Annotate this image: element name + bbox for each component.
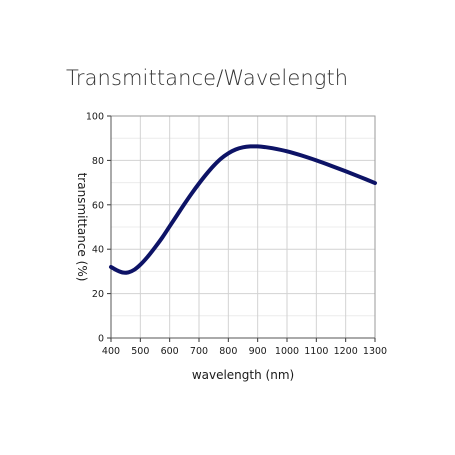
x-tick-label: 1100 [304, 346, 328, 357]
x-tick-label: 900 [249, 346, 267, 357]
x-tick-label: 600 [161, 346, 179, 357]
y-tick-label: 80 [92, 156, 104, 167]
x-tick-label: 1200 [334, 346, 358, 357]
series-group [109, 144, 377, 275]
x-tick-label: 500 [131, 346, 149, 357]
y-axis-label: transmittance (%) [75, 173, 89, 282]
y-tick-label: 100 [86, 112, 104, 123]
chart-title: Transmittance/Wavelength [66, 66, 349, 90]
x-tick-label: 700 [190, 346, 208, 357]
x-tick-label: 1300 [363, 346, 387, 357]
series-line-transmittance [109, 144, 377, 275]
x-tick-label: 1000 [275, 346, 299, 357]
x-tick-label: 400 [102, 346, 120, 357]
y-tick-label: 0 [98, 334, 104, 345]
y-tick-label: 20 [92, 289, 104, 300]
x-axis-label: wavelength (nm) [192, 368, 294, 382]
x-tick-label: 800 [219, 346, 237, 357]
axis-ticks: 400 500 600 700 800 900 1000 1100 1200 1300 0 20 40 6… [86, 112, 387, 358]
y-tick-label: 40 [92, 245, 104, 256]
y-tick-label: 60 [92, 200, 104, 211]
